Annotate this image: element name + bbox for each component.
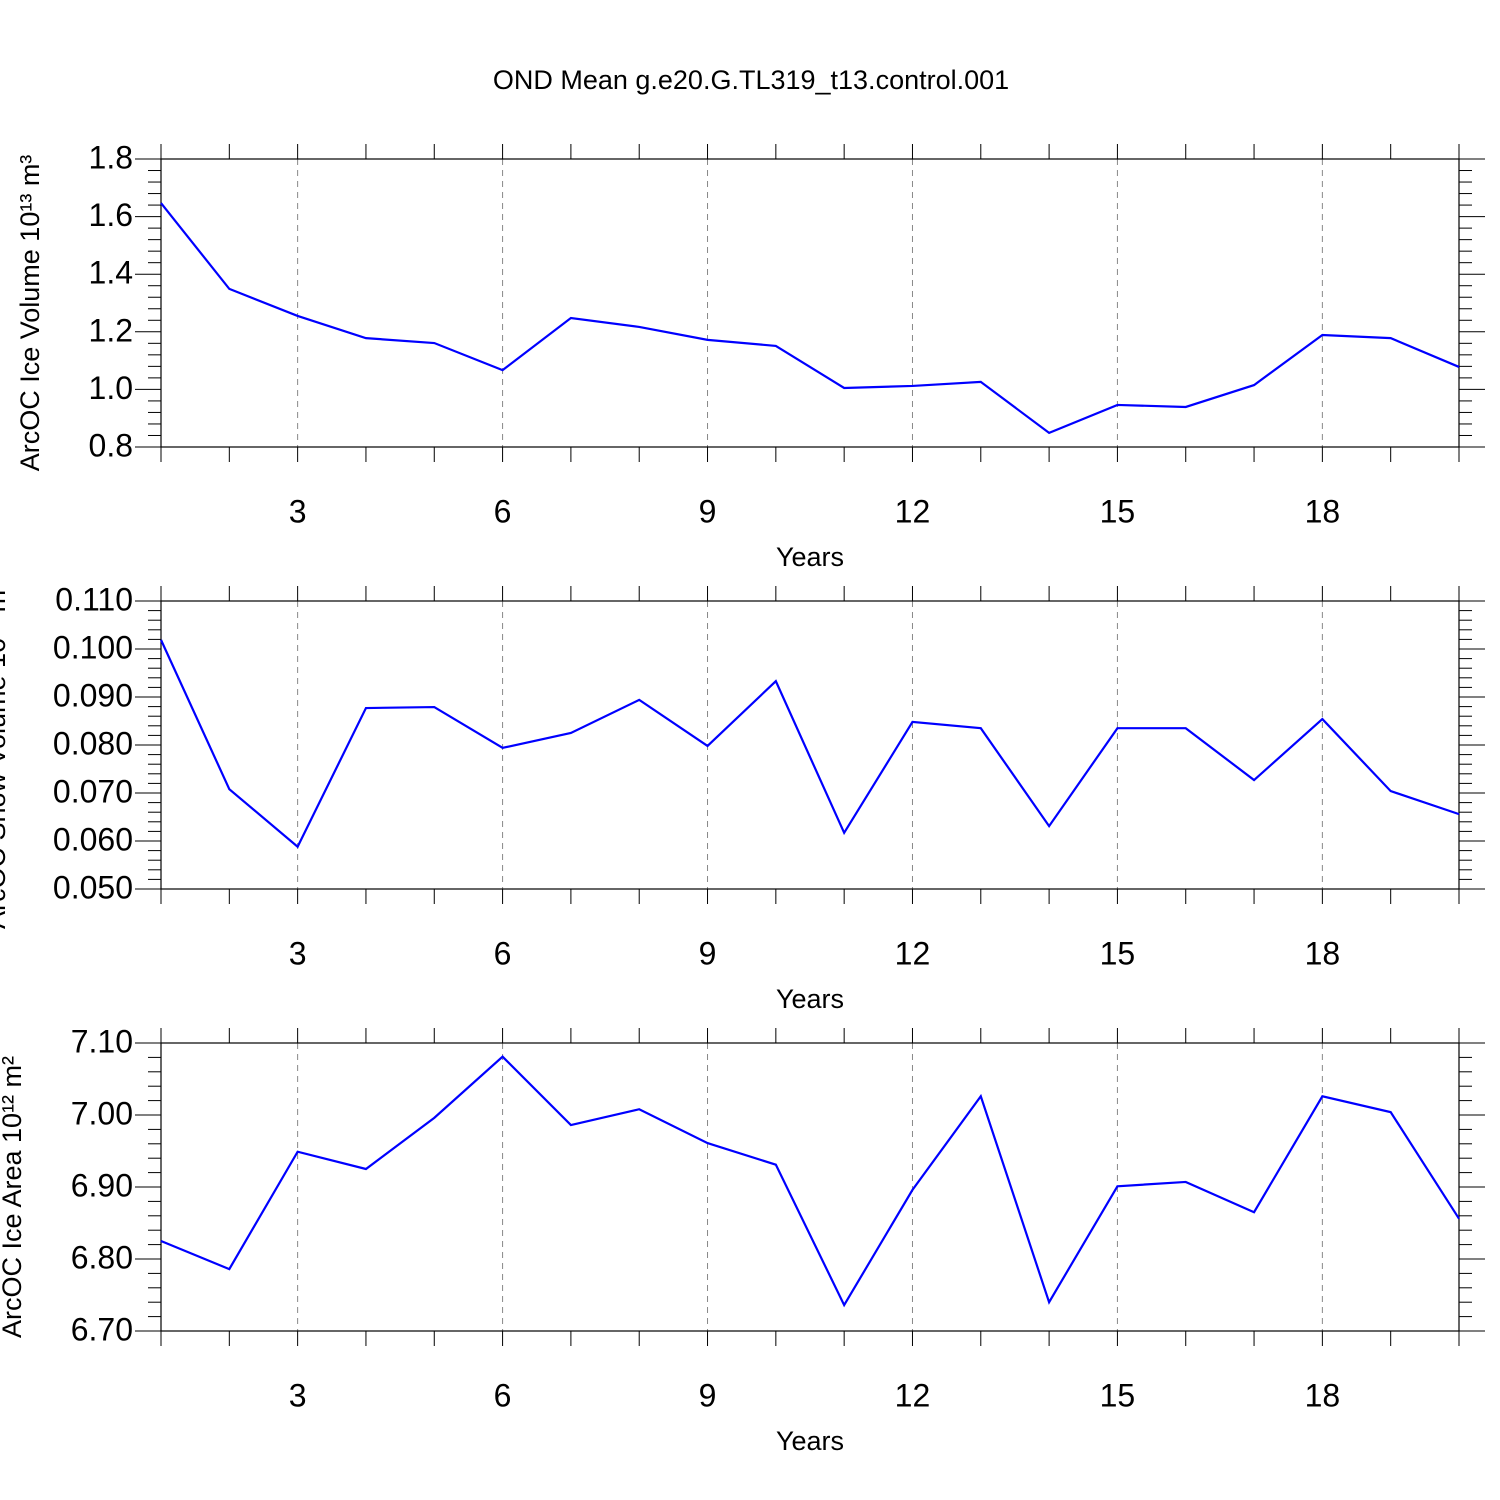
y-tick-label: 0.8 <box>89 427 133 463</box>
x-axis-label: Years <box>776 984 844 1014</box>
y-tick-label: 6.90 <box>71 1167 133 1203</box>
x-tick-label: 15 <box>1100 1377 1136 1413</box>
y-tick-label: 0.050 <box>53 869 133 905</box>
y-axis-label: ArcOC Snow Volume 10¹³ m³ <box>0 581 11 929</box>
y-tick-label: 1.4 <box>89 255 133 291</box>
y-axis-label: ArcOC Ice Volume 10¹³ m³ <box>15 155 45 472</box>
y-tick-label: 0.070 <box>53 773 133 809</box>
y-tick-label: 6.80 <box>71 1239 133 1275</box>
x-tick-label: 3 <box>289 935 307 971</box>
x-tick-label: 3 <box>289 493 307 529</box>
y-tick-label: 1.8 <box>89 139 133 175</box>
y-tick-label: 1.6 <box>89 197 133 233</box>
x-tick-label: 6 <box>494 493 512 529</box>
y-tick-label: 7.00 <box>71 1095 133 1131</box>
x-tick-label: 9 <box>699 493 717 529</box>
plot-frame <box>160 600 1460 890</box>
x-tick-label: 9 <box>699 935 717 971</box>
x-tick-label: 18 <box>1305 935 1341 971</box>
y-tick-label: 7.10 <box>71 1023 133 1059</box>
x-tick-label: 15 <box>1100 493 1136 529</box>
data-line <box>160 1055 1460 1308</box>
y-tick-label: 1.2 <box>89 312 133 348</box>
y-tick-label: 6.70 <box>71 1311 133 1347</box>
y-tick-label: 0.080 <box>53 725 133 761</box>
x-tick-label: 6 <box>494 1377 512 1413</box>
figure-title: OND Mean g.e20.G.TL319_t13.control.001 <box>493 65 1009 95</box>
data-line <box>160 202 1460 435</box>
y-tick-label: 0.090 <box>53 677 133 713</box>
x-tick-label: 12 <box>895 935 931 971</box>
x-tick-label: 18 <box>1305 1377 1341 1413</box>
y-tick-label: 0.100 <box>53 629 133 665</box>
x-tick-label: 6 <box>494 935 512 971</box>
x-tick-label: 18 <box>1305 493 1341 529</box>
plot-frame <box>160 158 1460 448</box>
panel: 3 6 9 12 15 18 0.050 0.060 0.070 0.080 0.090 0.100 0… <box>0 581 1485 1014</box>
x-tick-label: 9 <box>699 1377 717 1413</box>
y-tick-label: 0.060 <box>53 821 133 857</box>
y-tick-label: 0.110 <box>55 581 133 617</box>
panel: 3 6 9 12 15 18 6.70 6.80 6.90 7.00 7.10 Years ArcOC … <box>0 1023 1485 1456</box>
y-tick-label: 1.0 <box>89 370 133 406</box>
y-axis-label: ArcOC Ice Area 10¹² m² <box>0 1056 27 1338</box>
x-axis-label: Years <box>776 1426 844 1456</box>
plot-frame <box>160 1042 1460 1332</box>
x-tick-label: 15 <box>1100 935 1136 971</box>
x-tick-label: 12 <box>895 493 931 529</box>
x-tick-label: 3 <box>289 1377 307 1413</box>
panel: 3 6 9 12 15 18 0.8 1.0 1.2 1.4 1.6 1.8 Years ArcOC Ic… <box>15 139 1485 572</box>
data-line <box>159 639 1460 849</box>
x-axis-label: Years <box>776 542 844 572</box>
x-tick-label: 12 <box>895 1377 931 1413</box>
